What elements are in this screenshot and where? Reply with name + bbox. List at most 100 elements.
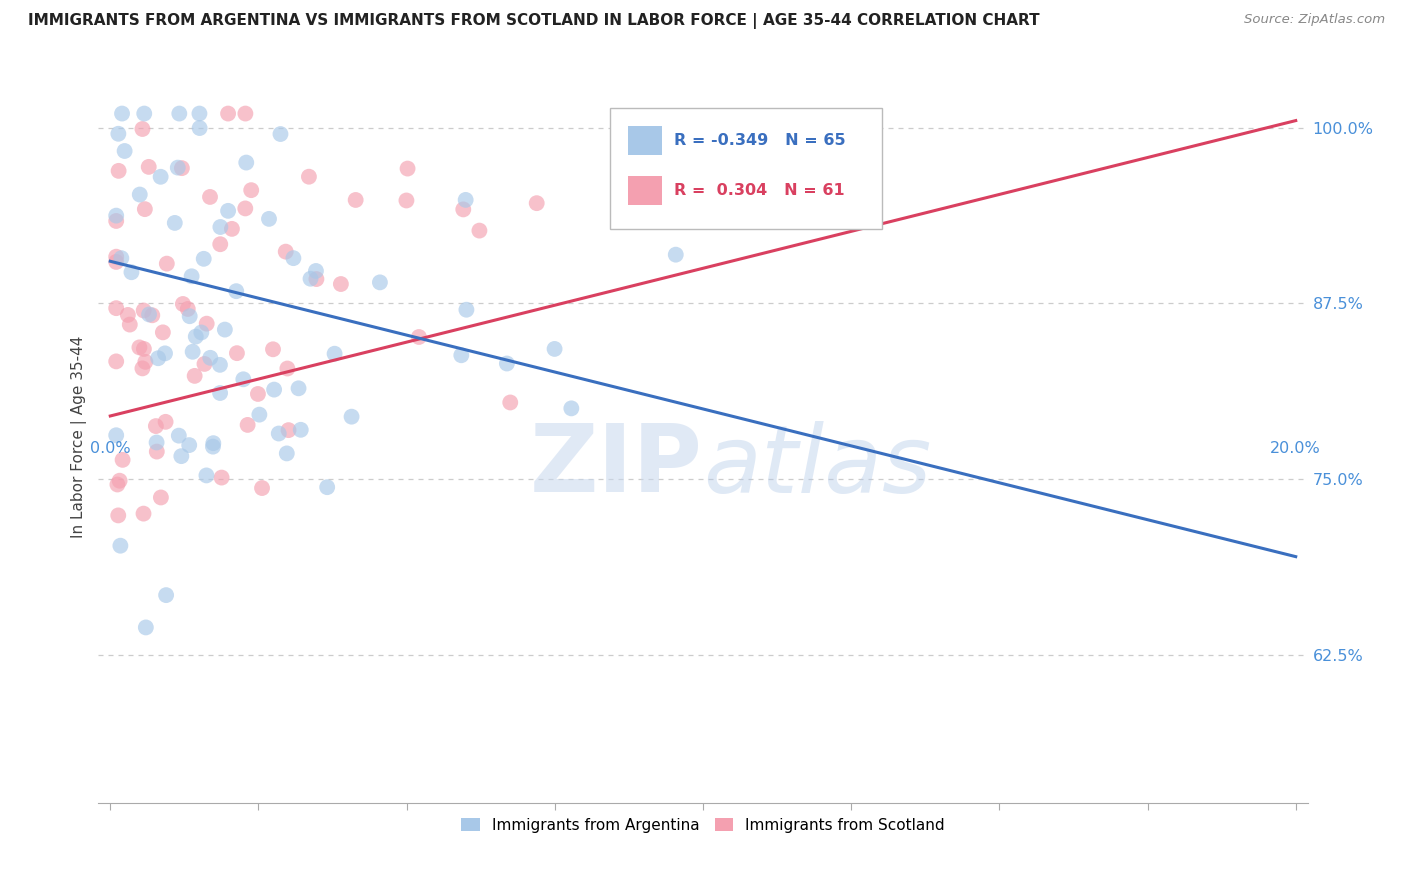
Point [146,444,169,458]
Point [105,214,128,228]
Point [247,408,270,422]
Point [316,480,339,494]
Point [141,308,163,322]
Point [111,453,134,467]
Point [329,277,352,291]
Text: ZIP: ZIP [530,420,703,512]
Point [290,423,312,437]
Point [496,357,519,371]
Point [283,251,305,265]
Point [209,237,232,252]
Point [211,470,233,484]
Point [135,620,157,634]
Point [134,106,156,120]
Point [340,409,363,424]
Point [145,419,167,434]
Point [299,271,322,285]
Point [225,284,247,298]
Point [134,202,156,216]
Point [179,438,201,452]
Point [232,372,254,386]
Point [195,317,218,331]
Point [200,351,222,365]
Bar [628,176,662,205]
Point [167,428,190,442]
Point [236,417,259,432]
Point [454,193,477,207]
Point [665,247,688,261]
Point [208,358,231,372]
Text: Source: ZipAtlas.com: Source: ZipAtlas.com [1244,13,1385,27]
Point [145,435,167,450]
Point [149,169,172,184]
Point [105,255,128,269]
Text: 0.0%: 0.0% [90,441,131,456]
Point [177,301,200,316]
Point [198,190,221,204]
Point [170,449,193,463]
Point [172,297,194,311]
Point [131,122,153,136]
Point [193,252,215,266]
Point [188,121,211,136]
Point [120,265,142,279]
Point [108,474,131,488]
Point [131,361,153,376]
Point [305,264,328,278]
Point [179,309,201,323]
Point [323,347,346,361]
Point [114,144,136,158]
Point [287,381,309,395]
Point [128,187,150,202]
Text: R = -0.349   N = 65: R = -0.349 N = 65 [673,133,845,148]
Point [240,183,263,197]
Point [163,216,186,230]
Point [217,203,239,218]
Point [181,344,204,359]
Point [209,219,232,234]
Point [276,361,298,376]
Point [277,423,299,437]
Point [396,161,419,176]
Text: R =  0.304   N = 61: R = 0.304 N = 61 [673,183,845,198]
Point [156,257,179,271]
Text: atlas: atlas [703,421,931,512]
Point [117,308,139,322]
Point [263,383,285,397]
Text: IMMIGRANTS FROM ARGENTINA VS IMMIGRANTS FROM SCOTLAND IN LABOR FORCE | AGE 35-44: IMMIGRANTS FROM ARGENTINA VS IMMIGRANTS … [28,13,1040,29]
Point [250,481,273,495]
Y-axis label: In Labor Force | Age 35-44: In Labor Force | Age 35-44 [72,336,87,538]
Point [180,269,202,284]
Point [105,209,128,223]
Point [105,354,128,368]
Point [202,436,225,450]
Point [184,329,207,343]
Point [274,244,297,259]
Point [209,386,232,401]
Point [450,348,472,362]
Point [166,161,188,175]
Point [107,508,129,523]
Point [267,426,290,441]
Point [138,160,160,174]
Point [118,318,141,332]
Point [107,127,129,141]
Point [155,415,177,429]
Point [456,302,478,317]
Point [190,326,212,340]
Point [368,276,391,290]
Point [155,588,177,602]
Point [217,106,239,120]
Bar [628,127,662,155]
Point [110,251,132,265]
Point [214,322,236,336]
Point [149,491,172,505]
Point [543,342,565,356]
Point [246,387,269,401]
Point [183,368,205,383]
Point [235,155,257,169]
Point [499,395,522,409]
Point [226,346,249,360]
Point [169,106,191,120]
Point [107,477,129,491]
